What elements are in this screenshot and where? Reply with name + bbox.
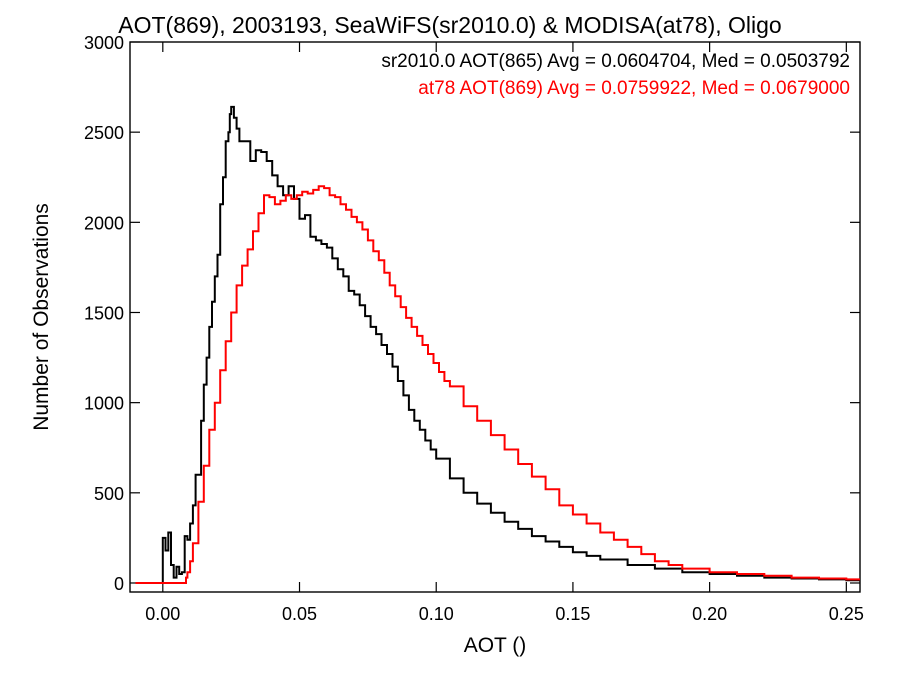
series-layer bbox=[135, 105, 860, 584]
x-tick-label: 0.25 bbox=[829, 604, 864, 624]
y-tick-label: 2000 bbox=[84, 213, 124, 233]
legend-entry-red: at78 AOT(869) Avg = 0.0759922, Med = 0.0… bbox=[418, 78, 850, 99]
series-line-red bbox=[135, 185, 860, 584]
series-line-black bbox=[135, 105, 860, 584]
y-tick-label: 0 bbox=[114, 574, 124, 594]
x-axis-label: AOT () bbox=[464, 634, 527, 657]
chart-title: AOT(869), 2003193, SeaWiFS(sr2010.0) & M… bbox=[118, 12, 781, 38]
y-tick-label: 2500 bbox=[84, 123, 124, 143]
x-tick-label: 0.00 bbox=[145, 604, 180, 624]
x-tick-label: 0.15 bbox=[555, 604, 590, 624]
x-tick-label: 0.05 bbox=[282, 604, 317, 624]
y-axis-label: Number of Observations bbox=[30, 203, 53, 431]
x-tick-label: 0.20 bbox=[692, 604, 727, 624]
y-axis-ticks: 0 500 1000 1500 2000 2500 3000 bbox=[84, 33, 860, 594]
y-tick-label: 1500 bbox=[84, 303, 124, 323]
y-tick-label: 500 bbox=[94, 484, 124, 504]
y-tick-label: 1000 bbox=[84, 394, 124, 414]
legend-entry-black: sr2010.0 AOT(865) Avg = 0.0604704, Med =… bbox=[381, 51, 850, 72]
y-tick-label: 3000 bbox=[84, 33, 124, 53]
x-tick-label: 0.10 bbox=[419, 604, 454, 624]
plot-frame bbox=[129, 41, 861, 593]
x-axis-ticks: 0.00 0.05 0.10 0.15 0.20 0.25 bbox=[145, 42, 864, 624]
